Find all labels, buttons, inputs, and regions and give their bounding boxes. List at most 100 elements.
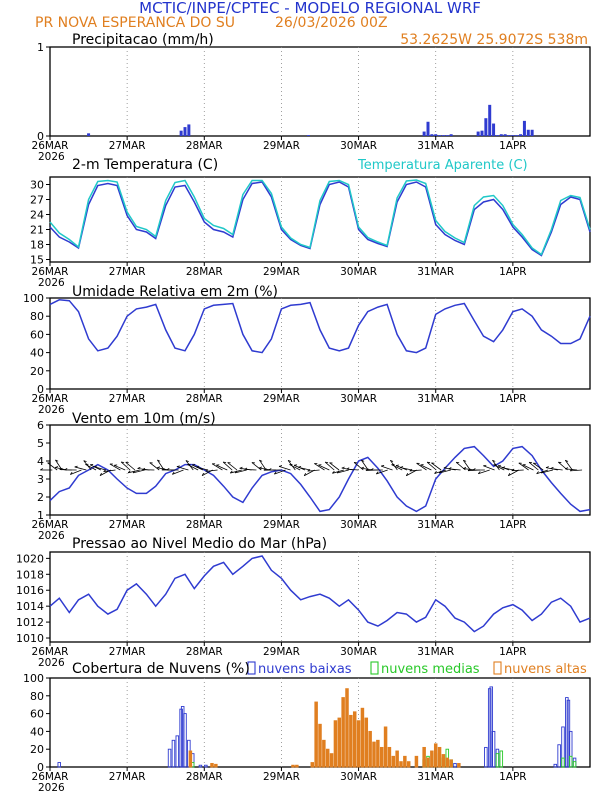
panel-frame <box>49 297 591 390</box>
wind-arrow-head <box>172 471 175 475</box>
x-tick-label: 28MAR <box>186 646 223 658</box>
wind-arrow <box>478 469 490 475</box>
cloud-bar-nuvens-baixas <box>57 762 62 768</box>
wind-arrow <box>439 469 451 474</box>
cloud-bar-nuvens-medias <box>572 761 577 768</box>
cloud-bar-nuvens-baixas <box>557 744 561 768</box>
wind-arrow <box>278 465 291 471</box>
wind-arrow <box>502 467 515 471</box>
wind-arrow <box>416 462 427 471</box>
wind-arrow <box>274 469 286 475</box>
x-tick-label: 27MAR <box>109 519 146 531</box>
wind-arrow <box>205 469 218 472</box>
wind-arrow-head <box>507 472 511 476</box>
wind-arrow-head <box>540 470 544 474</box>
wind-arrow <box>483 465 495 471</box>
wind-arrow <box>493 464 505 471</box>
wind-arrow <box>216 464 228 471</box>
cloud-bar-nuvens-altas <box>368 730 372 768</box>
x-tick-label: 26MAR <box>32 771 69 783</box>
series-line-main <box>49 445 591 513</box>
wind-arrow-head <box>205 469 209 472</box>
wind-arrow-head <box>99 472 102 476</box>
wind-arrow-head <box>229 470 233 474</box>
panel-title: 2-m Temperatura (C) <box>72 157 218 173</box>
wind-arrow <box>522 464 534 471</box>
y-tick-label: 1014 <box>16 600 44 613</box>
wind-arrow <box>564 460 573 471</box>
x-tick-label: 30MAR <box>340 140 377 152</box>
precip-bar <box>522 120 526 136</box>
x-year-label: 2026 <box>38 277 65 289</box>
x-tick-label: 29MAR <box>263 646 300 658</box>
header-title: MCTIC/INPE/CPTEC - MODELO REGIONAL WRF <box>139 0 481 17</box>
wind-arrow <box>47 462 58 471</box>
cloud-bar-nuvens-altas <box>387 746 392 768</box>
legend-label: Temperatura Aparente (C) <box>357 158 528 173</box>
y-tick-label: 30 <box>30 179 44 192</box>
x-year-label: 2026 <box>38 782 65 792</box>
wind-arrow <box>172 469 184 475</box>
wind-arrow-head <box>332 470 335 474</box>
x-tick-label: 28MAR <box>186 266 223 278</box>
x-tick-label: 28MAR <box>186 140 223 152</box>
wind-arrow <box>400 467 413 471</box>
y-tick-label: 3 <box>37 473 44 486</box>
y-tick-label: 1016 <box>16 584 44 597</box>
wind-arrow-head <box>365 468 369 471</box>
legend-label: nuvens medias <box>381 662 480 677</box>
cloud-bar-nuvens-altas <box>441 754 446 768</box>
y-tick-label: 0 <box>37 383 44 396</box>
x-tick-label: 1APR <box>499 519 527 531</box>
cloud-bar-nuvens-altas <box>414 755 419 768</box>
wind-arrow-head <box>483 464 487 467</box>
x-tick-label: 30MAR <box>340 393 377 405</box>
wind-arrow <box>533 462 544 471</box>
legend-swatch <box>493 661 502 675</box>
wind-arrow <box>157 459 165 471</box>
wind-arrow-head <box>166 468 170 471</box>
wind-arrow-head <box>472 468 476 471</box>
x-tick-label: 27MAR <box>109 393 146 405</box>
cloud-bar-nuvens-medias <box>568 755 573 768</box>
wind-arrow <box>196 466 208 471</box>
wind-arrow-head <box>298 465 302 468</box>
cloud-bar-nuvens-altas <box>449 759 453 768</box>
wind-arrow-head <box>536 471 539 475</box>
cloud-bar-nuvens-medias <box>499 750 504 768</box>
x-tick-label: 30MAR <box>340 266 377 278</box>
x-tick-label: 26MAR <box>32 519 69 531</box>
y-tick-label: 60 <box>30 328 44 341</box>
cloud-bar-nuvens-altas <box>341 697 345 768</box>
series-line-main <box>49 555 591 633</box>
panel-temperature <box>46 176 591 266</box>
wind-arrow <box>109 463 121 471</box>
cloud-bar-nuvens-altas <box>291 764 295 768</box>
y-tick-label: 18 <box>30 239 44 252</box>
legend-label: nuvens altas <box>504 662 587 677</box>
x-tick-label: 30MAR <box>340 519 377 531</box>
x-tick-label: 31MAR <box>417 771 454 783</box>
wind-arrow-head <box>467 468 471 472</box>
cloud-bar-nuvens-altas <box>352 711 357 768</box>
wind-arrow <box>337 469 349 474</box>
y-tick-label: 80 <box>30 690 44 703</box>
cloud-bar-nuvens-altas <box>383 726 388 768</box>
y-tick-label: 40 <box>30 725 44 738</box>
wind-arrow-head <box>443 466 447 469</box>
wind-arrow-head <box>263 468 267 471</box>
cloud-bar-nuvens-altas <box>295 764 299 768</box>
wind-arrow <box>346 468 359 471</box>
cloud-bar-nuvens-altas <box>314 701 318 768</box>
wind-arrow-head <box>400 466 404 468</box>
cloud-bar-nuvens-altas <box>349 714 353 768</box>
wind-arrow-head <box>268 468 272 471</box>
precip-bar <box>507 135 511 136</box>
x-tick-label: 26MAR <box>32 266 69 278</box>
panel-title: Pressao ao Nivel Medio do Mar (hPa) <box>72 536 327 552</box>
cloud-bar-nuvens-altas <box>403 755 407 768</box>
wind-arrow-head <box>259 466 263 469</box>
x-tick-label: 1APR <box>499 266 527 278</box>
y-tick-label: 1020 <box>16 552 44 565</box>
